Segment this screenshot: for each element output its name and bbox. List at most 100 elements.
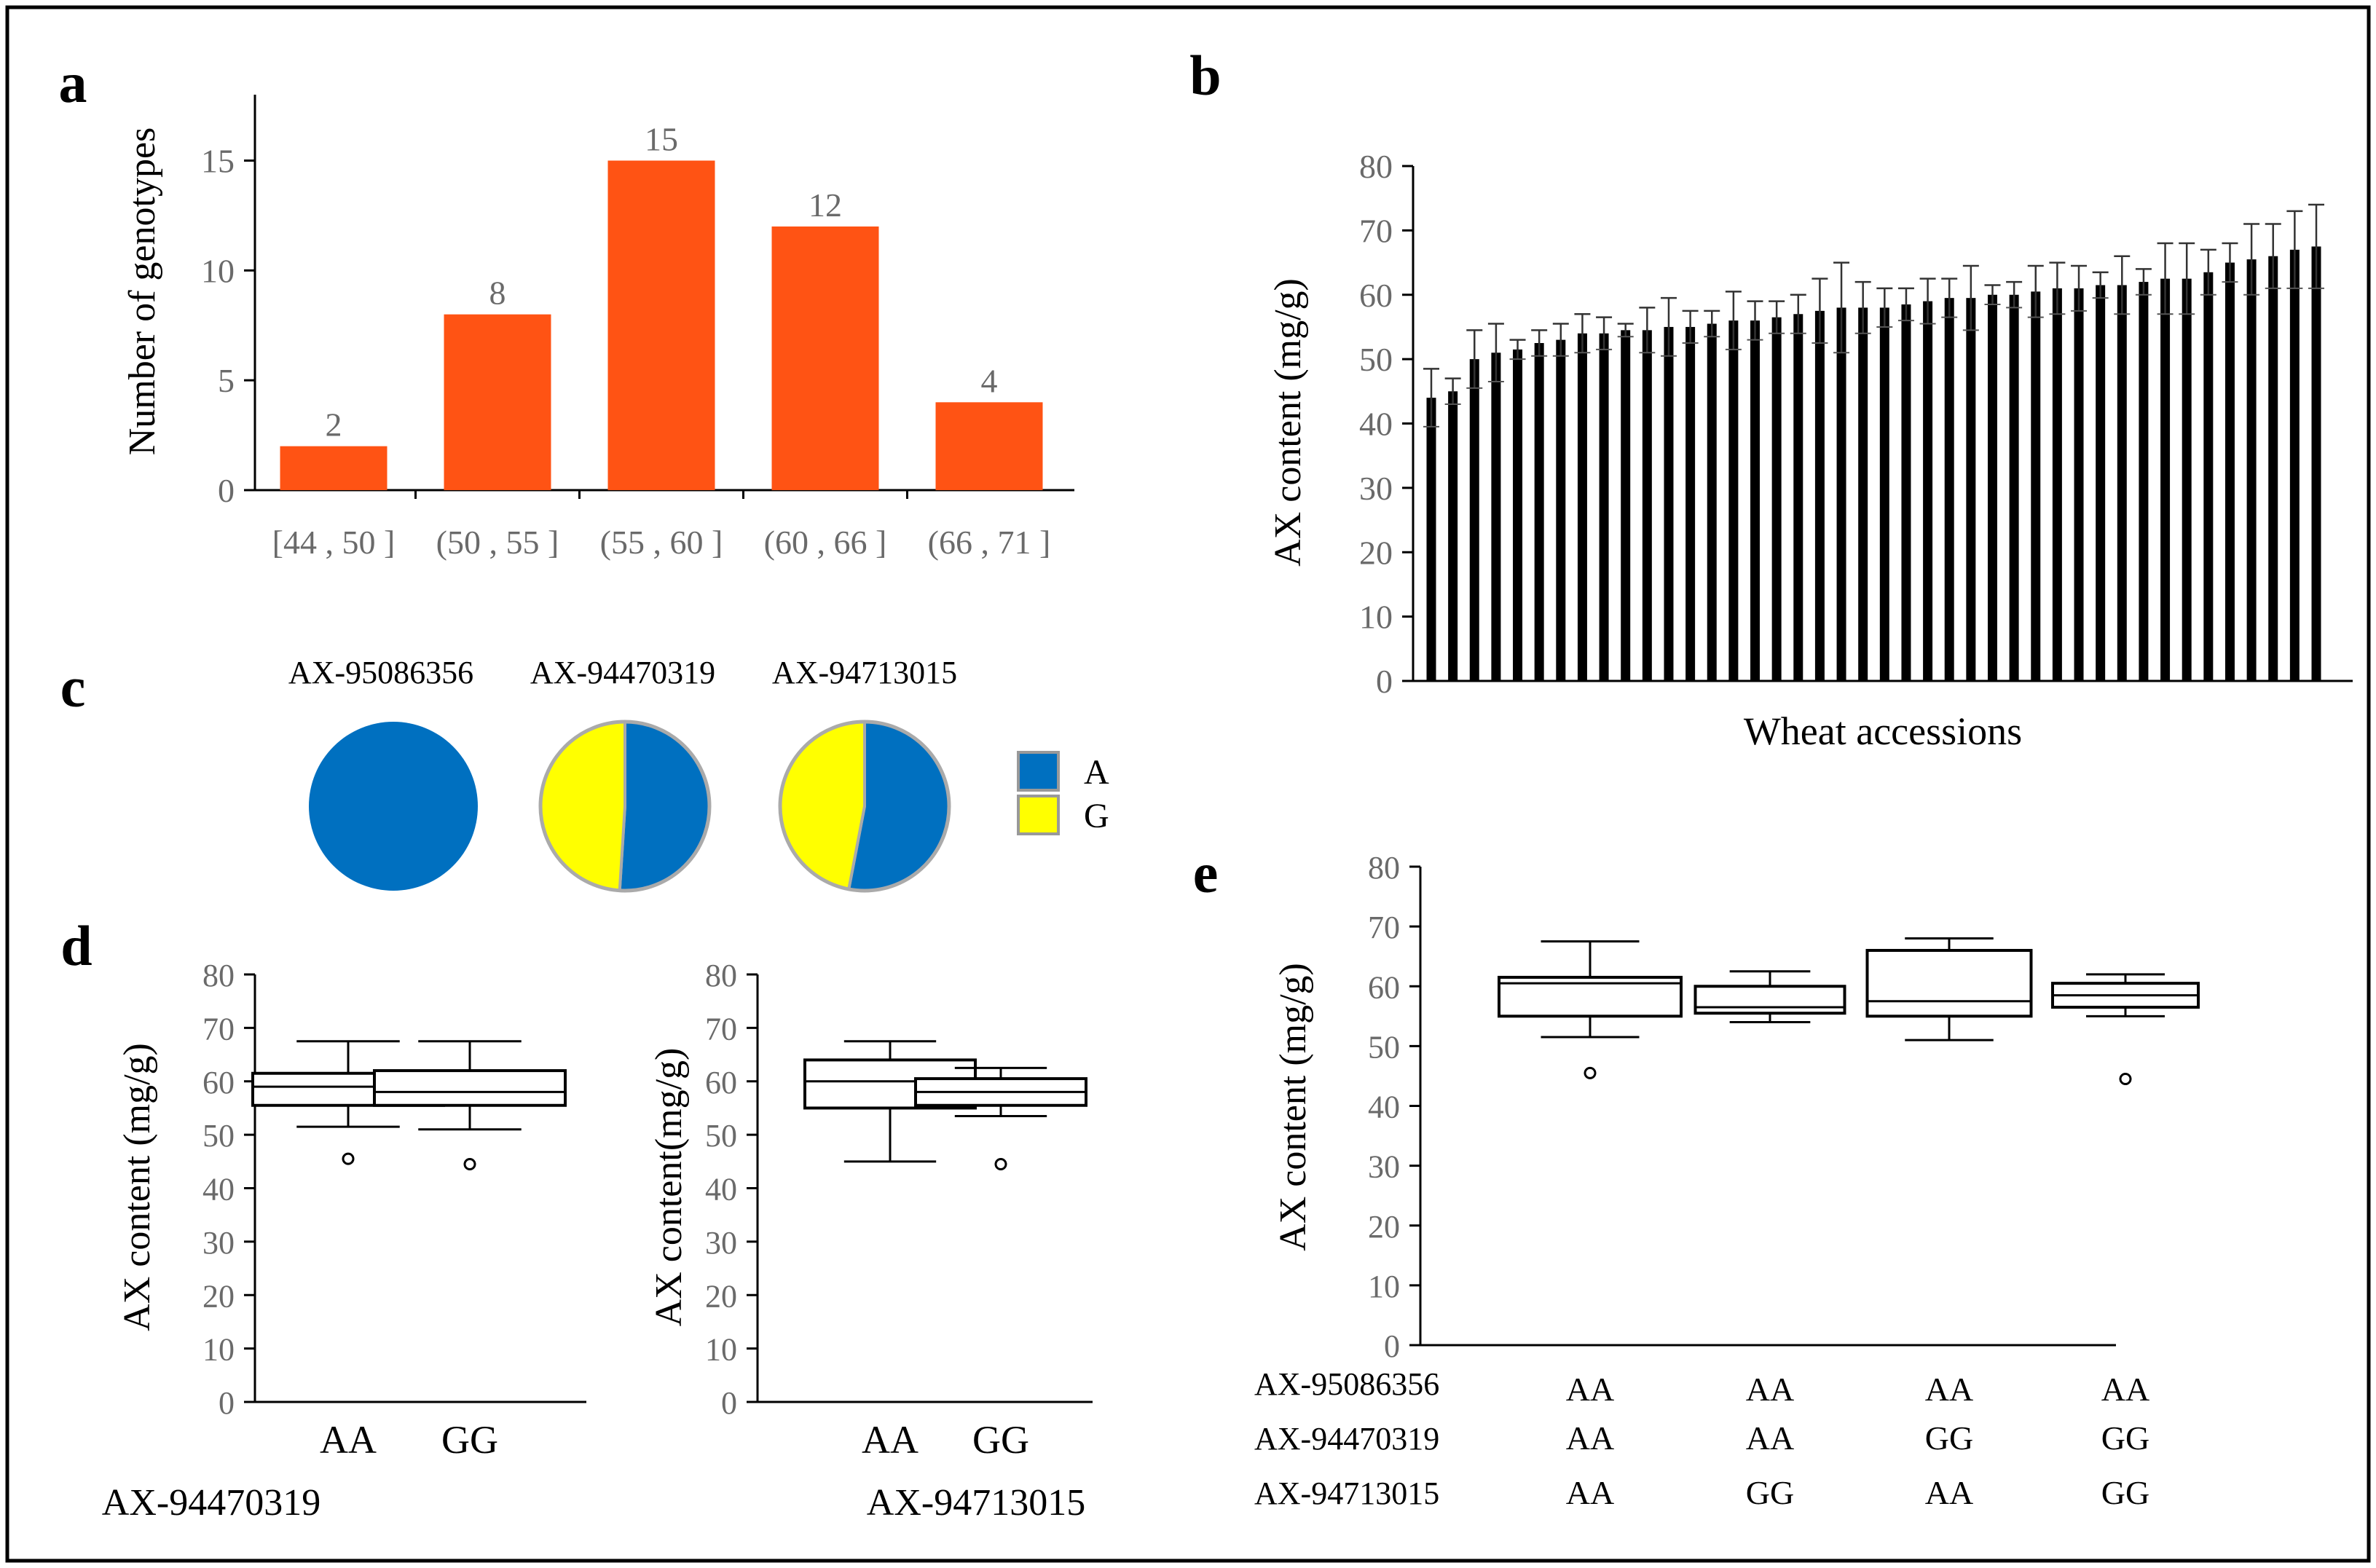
panel-b-bar — [1426, 398, 1436, 681]
panel-a-y-tick-label: 0 — [218, 472, 235, 509]
pie-slice-g — [778, 720, 866, 891]
panel-e-y-tick-label: 70 — [1368, 910, 1400, 945]
panel-d-y-tick-label: 50 — [705, 1118, 737, 1154]
panel-label-e: e — [1193, 841, 1219, 905]
panel-b-bar — [1491, 352, 1501, 681]
pie-title: AX-95086356 — [288, 655, 473, 690]
panel-b-bar — [2096, 285, 2106, 681]
panel-d-category-label: AA — [320, 1418, 377, 1462]
panel-b-y-tick-label: 70 — [1359, 212, 1393, 249]
panel-b-bar — [2117, 285, 2127, 681]
panel-b-bar — [1858, 307, 1868, 681]
pie-title: AX-94713015 — [772, 655, 957, 690]
panel-e-y-tick-label: 30 — [1368, 1149, 1400, 1185]
panel-a-data-label: 12 — [809, 186, 842, 224]
marker-table-genotype: AA — [1925, 1371, 1973, 1408]
panel-d-outlier — [994, 1157, 1007, 1170]
panel-e-y-tick-label: 20 — [1368, 1209, 1400, 1245]
panel-d-category-label: AA — [862, 1418, 918, 1462]
panel-b-bar — [1707, 323, 1717, 681]
panel-d-y-tick-label: 80 — [202, 958, 235, 993]
panel-b-y-tick-label: 50 — [1359, 341, 1393, 378]
panel-a-category-label: (66 , 71 ] — [928, 524, 1051, 561]
panel-d-y-label: AX content(mg/g) — [648, 1048, 690, 1327]
panel-b-bar — [1923, 301, 1933, 681]
panel-b-y-tick-label: 10 — [1359, 599, 1393, 636]
panel-e-box — [1694, 985, 1846, 1015]
panel-a-data-label: 8 — [489, 275, 506, 312]
panel-b-bar — [2031, 291, 2041, 681]
panel-d-y-tick-label: 20 — [202, 1278, 235, 1314]
panel-d-outlier — [342, 1152, 355, 1165]
panel-a-bar — [607, 160, 715, 490]
panel-b-bar — [2052, 288, 2062, 682]
panel-e-y-tick-label: 50 — [1368, 1029, 1400, 1065]
panel-b-bar — [1534, 343, 1544, 681]
panel-b-bar — [2009, 294, 2019, 681]
panel-d-y-tick-label: 80 — [705, 958, 737, 993]
panel-e-y-tick-label: 10 — [1368, 1269, 1400, 1304]
panel-a-data-label: 4 — [981, 362, 998, 399]
panel-d-y-tick-label: 40 — [202, 1172, 235, 1207]
panel-d-y-tick-label: 60 — [705, 1065, 737, 1100]
panel-b-bar — [1771, 317, 1782, 681]
panel-a-data-label: 2 — [326, 406, 342, 444]
panel-b-bar — [2203, 272, 2214, 682]
panel-b-bar — [1793, 314, 1803, 681]
marker-table-genotype: GG — [1746, 1474, 1794, 1511]
panel-b-bar — [2268, 256, 2278, 682]
panel-d-y-tick-label: 30 — [202, 1225, 235, 1261]
panel-d-y-tick-label: 10 — [705, 1332, 737, 1368]
panel-d-y-label: AX content (mg/g) — [117, 1043, 158, 1331]
panel-b-bar — [1836, 307, 1846, 681]
panel-a-bar — [771, 226, 879, 490]
panel-d-category-label: GG — [441, 1418, 498, 1462]
panel-b-bar — [2289, 249, 2300, 681]
panel-d-x-label: AX-94470319 — [102, 1482, 320, 1524]
panel-e-outlier — [2119, 1073, 2132, 1086]
pie-title: AX-94470319 — [530, 655, 715, 690]
panel-d-y-tick-label: 20 — [705, 1278, 737, 1314]
pie-outline — [538, 720, 712, 893]
panel-b-bar — [1556, 339, 1566, 681]
panel-b-y-tick-label: 20 — [1359, 534, 1393, 571]
legend-label: G — [1084, 797, 1109, 835]
panel-b-y-tick-label: 60 — [1359, 277, 1393, 314]
marker-table-genotype: GG — [2101, 1474, 2149, 1511]
panel-e-y-tick-label: 0 — [1384, 1328, 1400, 1364]
panel-label-c: c — [60, 655, 86, 719]
panel-e-outlier — [1584, 1066, 1597, 1079]
marker-table-genotype: AA — [1566, 1371, 1614, 1408]
marker-table-genotype: AA — [1566, 1419, 1614, 1457]
pie-outline — [778, 720, 951, 893]
panel-d-y-tick-label: 70 — [202, 1011, 235, 1047]
figure-frame — [5, 5, 2371, 1563]
panel-b-bar — [1750, 320, 1761, 681]
panel-b-bar — [1448, 391, 1458, 681]
panel-b-y-tick-label: 80 — [1359, 148, 1393, 185]
panel-b-bar — [1728, 320, 1739, 681]
legend-swatch-g — [1017, 795, 1060, 835]
panel-b-bar — [1642, 330, 1652, 681]
panel-d-y-tick-label: 30 — [705, 1225, 737, 1261]
panel-b-bar — [2224, 262, 2235, 681]
panel-a-category-label: (60 , 66 ] — [764, 524, 887, 561]
panel-a-y-tick-label: 15 — [201, 143, 235, 180]
panel-a-y-label: Number of genotypes — [122, 127, 163, 456]
panel-b-y-tick-label: 0 — [1376, 663, 1393, 700]
panel-e-y-tick-label: 80 — [1368, 850, 1400, 886]
panel-b-y-tick-label: 40 — [1359, 406, 1393, 443]
panel-b-bar — [1621, 330, 1631, 681]
panel-b-bar — [1901, 304, 1911, 682]
panel-a-bar — [280, 446, 388, 490]
panel-b-bar — [1685, 326, 1696, 681]
panel-d-y-tick-label: 40 — [705, 1172, 737, 1207]
panel-b-bar — [1966, 298, 1976, 681]
panel-b-bar — [1987, 294, 1997, 681]
panel-d-y-tick-label: 0 — [721, 1385, 737, 1421]
panel-d-category-label: GG — [972, 1418, 1029, 1462]
panel-d-y-tick-label: 0 — [219, 1385, 235, 1421]
panel-b-bar — [1577, 333, 1587, 681]
panel-a-category-label: (50 , 55 ] — [436, 524, 559, 561]
